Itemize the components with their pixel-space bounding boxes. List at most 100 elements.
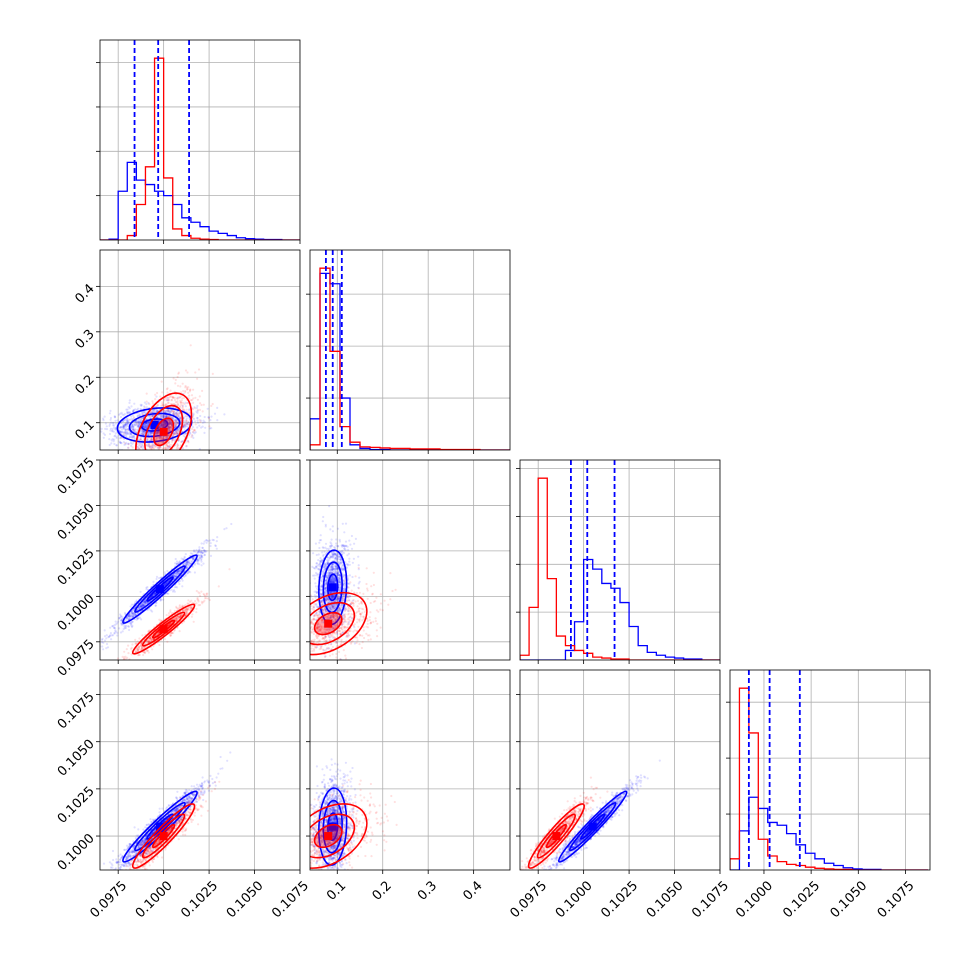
scatter-point (315, 611, 318, 614)
scatter-point (191, 557, 194, 560)
scatter-point (188, 600, 192, 603)
scatter-point (134, 601, 137, 604)
scatter-point (110, 439, 113, 442)
scatter-point (185, 610, 188, 614)
scatter-point (152, 477, 154, 479)
scatter-point (122, 414, 125, 417)
scatter-point (156, 431, 159, 434)
scatter-point (179, 399, 182, 402)
scatter-point (138, 423, 141, 427)
scatter-point (133, 454, 135, 456)
scatter-point (123, 656, 126, 659)
scatter-point (146, 437, 149, 440)
scatter-point (211, 402, 214, 406)
scatter-point (89, 448, 91, 450)
scatter-point (128, 452, 130, 454)
scatter-point (135, 420, 138, 423)
scatter-point (193, 428, 196, 431)
scatter-point (123, 625, 126, 628)
scatter-point (143, 602, 147, 605)
scatter-point (193, 549, 196, 552)
scatter-point (172, 417, 175, 420)
scatter-point (113, 632, 116, 635)
scatter-point (274, 660, 276, 662)
scatter-point (168, 421, 171, 424)
scatter-point (141, 413, 144, 416)
scatter-point (168, 420, 171, 423)
scatter-point (159, 598, 162, 601)
scatter-point (144, 602, 147, 605)
scatter-point (142, 425, 145, 428)
scatter-point (158, 436, 161, 439)
scatter-point (162, 414, 165, 417)
scatter-point (119, 426, 122, 429)
scatter-point (158, 425, 161, 428)
scatter-point (337, 597, 340, 600)
scatter-point (142, 604, 145, 607)
scatter-point (185, 562, 188, 565)
scatter-point (173, 422, 176, 425)
scatter-point (146, 601, 149, 604)
scatter-point (174, 572, 177, 575)
histogram-series (520, 477, 720, 660)
scatter-point (140, 646, 143, 650)
scatter-point (175, 423, 178, 426)
scatter-point (134, 408, 137, 411)
scatter-point (136, 422, 139, 426)
scatter-point (144, 418, 148, 421)
scatter-point (130, 612, 134, 616)
scatter-point (160, 422, 163, 425)
scatter-point (189, 571, 192, 574)
scatter-point (143, 603, 146, 606)
scatter-point (144, 456, 146, 458)
scatter-point (185, 565, 188, 568)
scatter-point (157, 455, 159, 457)
scatter-point (313, 614, 316, 618)
scatter-point (152, 454, 154, 456)
scatter-point (168, 420, 171, 423)
scatter-point (194, 396, 197, 399)
scatter-point (157, 442, 160, 445)
scatter-point (125, 661, 127, 663)
scatter-point (135, 431, 138, 434)
scatter-point (358, 607, 361, 610)
scatter-point (130, 432, 133, 435)
scatter-point (168, 421, 171, 424)
scatter-point (113, 442, 116, 446)
scatter-point (201, 551, 204, 555)
density-peak (150, 421, 159, 429)
scatter-point (112, 440, 115, 443)
scatter-point (155, 438, 158, 441)
scatter-point (181, 579, 184, 582)
scatter-point (156, 432, 159, 435)
scatter-point (179, 614, 182, 617)
scatter-point (207, 417, 211, 420)
scatter-point (158, 436, 161, 439)
scatter-point (341, 625, 344, 629)
panel-pair-0: 0.10.20.30.4 (72, 249, 301, 482)
scatter-point (143, 405, 146, 408)
scatter-point (191, 427, 194, 431)
scatter-point (193, 563, 196, 566)
scatter-point (184, 424, 187, 427)
scatter-point (174, 575, 177, 578)
scatter-point (177, 422, 180, 425)
scatter-point (149, 637, 152, 640)
scatter-point (177, 451, 179, 453)
scatter-point (131, 614, 134, 617)
scatter-point (144, 411, 147, 414)
scatter-point (196, 596, 199, 600)
scatter-point (145, 640, 148, 643)
scatter-point (178, 480, 180, 482)
scatter-point (122, 426, 125, 429)
scatter-point (186, 560, 189, 563)
scatter-point (133, 613, 136, 616)
scatter-point (165, 398, 168, 401)
scatter-point (122, 627, 125, 631)
scatter-point (165, 410, 168, 413)
scatter-point (127, 443, 130, 446)
scatter-point (143, 425, 146, 428)
scatter-point (189, 389, 192, 392)
scatter-point (131, 427, 135, 430)
scatter-point (156, 409, 159, 412)
